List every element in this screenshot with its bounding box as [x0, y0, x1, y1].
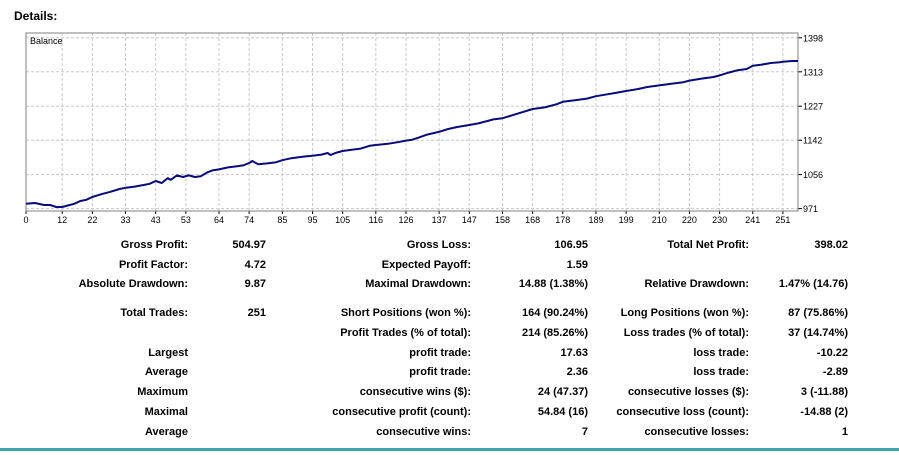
y-tick-label: 1142	[803, 136, 822, 146]
average-profit-value: 2.36	[566, 366, 588, 378]
total-trades-value: 251	[247, 307, 266, 319]
x-tick-label: 126	[398, 215, 413, 225]
chart-title: Balance	[30, 36, 63, 46]
balance-chart-svg: 971 1056 1142 1227 1313 1398 0 12 22 33 43 53 64 74 85…	[23, 32, 823, 225]
plot-frame	[25, 32, 799, 212]
gross-profit-label: Gross Profit:	[120, 239, 188, 251]
max-consecutive-losses-label: consecutive losses ($):	[627, 386, 749, 398]
average-consecutive-wins-value: 7	[581, 426, 588, 438]
x-tick-label: 105	[335, 215, 350, 225]
x-tick-label: 12	[57, 215, 67, 225]
maximal-consecutive-profit-label: consecutive profit (count):	[332, 406, 471, 418]
maximal-consecutive-profit-value: 54.84 (16)	[537, 406, 588, 418]
relative-drawdown-value: 1.47% (14.76)	[778, 278, 848, 290]
maximum-group-label: Maximum	[137, 386, 188, 398]
y-tick-label: 971	[803, 204, 818, 214]
average-consecutive-group-label: Average	[144, 426, 188, 438]
average-consecutive-losses-value: 1	[841, 426, 848, 438]
x-tick-label: 64	[214, 215, 224, 225]
x-tick-label: 210	[652, 215, 667, 225]
profit-trades-label: Profit Trades (% of total):	[340, 327, 471, 339]
x-tick-label: 251	[775, 215, 790, 225]
x-tick-label: 168	[525, 215, 540, 225]
maximal-consecutive-loss-label: consecutive loss (count):	[616, 406, 749, 418]
profit-factor-value: 4.72	[244, 259, 266, 271]
profit-trades-value: 214 (85.26%)	[521, 327, 588, 339]
maximal-drawdown-value: 14.88 (1.38%)	[518, 278, 588, 290]
x-tick-label: 95	[307, 215, 317, 225]
long-positions-value: 87 (75.86%)	[788, 307, 848, 319]
short-positions-label: Short Positions (won %):	[340, 307, 471, 319]
maximal-group-label: Maximal	[144, 406, 188, 418]
y-tick-label: 1227	[803, 102, 823, 112]
average-consecutive-losses-label: consecutive losses:	[644, 426, 749, 438]
average-consecutive-wins-label: consecutive wins:	[376, 426, 471, 438]
x-tick-label: 158	[495, 215, 510, 225]
x-tick-label: 22	[87, 215, 97, 225]
x-tick-label: 178	[555, 215, 570, 225]
max-consecutive-wins-label: consecutive wins ($):	[359, 386, 471, 398]
largest-group-label: Largest	[148, 347, 188, 359]
x-tick-label: 0	[23, 215, 28, 225]
x-tick-label: 43	[151, 215, 161, 225]
profit-factor-label: Profit Factor:	[118, 259, 188, 271]
y-tick-label: 1313	[803, 67, 823, 77]
expected-payoff-label: Expected Payoff:	[381, 259, 471, 271]
largest-profit-label: profit trade:	[409, 347, 471, 359]
average-profit-label: profit trade:	[409, 366, 471, 378]
absolute-drawdown-label: Absolute Drawdown:	[78, 278, 188, 290]
average-group-label: Average	[144, 366, 188, 378]
average-loss-value: -2.89	[822, 366, 848, 378]
loss-trades-value: 37 (14.74%)	[788, 327, 848, 339]
x-tick-label: 147	[462, 215, 477, 225]
largest-loss-label: loss trade:	[693, 347, 749, 359]
details-heading: Details:	[14, 9, 58, 23]
x-tick-label: 220	[682, 215, 697, 225]
x-tick-label: 74	[244, 215, 254, 225]
max-consecutive-losses-value: 3 (-11.88)	[800, 386, 848, 398]
total-net-profit-value: 398.02	[814, 239, 848, 251]
balance-chart: 971 1056 1142 1227 1313 1398 0 12 22 33 43 53 64 74 85…	[23, 32, 823, 225]
relative-drawdown-label: Relative Drawdown:	[644, 278, 749, 290]
balance-series-line	[25, 60, 798, 208]
x-tick-label: 116	[369, 215, 383, 225]
largest-loss-value: -10.22	[816, 347, 848, 359]
total-net-profit-label: Total Net Profit:	[667, 239, 749, 251]
loss-trades-label: Loss trades (% of total):	[623, 327, 749, 339]
expected-payoff-value: 1.59	[566, 259, 588, 271]
gross-loss-value: 106.95	[554, 239, 588, 251]
plot-area	[26, 33, 798, 211]
maximal-consecutive-loss-value: -14.88 (2)	[800, 406, 848, 418]
x-tick-label: 241	[745, 215, 760, 225]
long-positions-label: Long Positions (won %):	[620, 307, 749, 319]
maximal-drawdown-label: Maximal Drawdown:	[365, 278, 471, 290]
largest-profit-value: 17.63	[560, 347, 588, 359]
y-tick-label: 1056	[803, 170, 823, 180]
x-tick-label: 199	[619, 215, 634, 225]
total-trades-label: Total Trades:	[120, 307, 188, 319]
y-tick-label: 1398	[803, 33, 823, 43]
absolute-drawdown-value: 9.87	[244, 278, 266, 290]
x-tick-label: 53	[181, 215, 191, 225]
x-tick-label: 189	[588, 215, 603, 225]
short-positions-value: 164 (90.24%)	[521, 307, 588, 319]
x-tick-label: 85	[277, 215, 287, 225]
bottom-divider	[0, 448, 899, 451]
x-tick-label: 137	[432, 215, 447, 225]
x-tick-label: 230	[712, 215, 727, 225]
max-consecutive-wins-value: 24 (47.37)	[537, 386, 588, 398]
gross-loss-label: Gross Loss:	[406, 239, 471, 251]
x-tick-label: 33	[121, 215, 131, 225]
average-loss-label: loss trade:	[693, 366, 749, 378]
gross-profit-value: 504.97	[232, 239, 266, 251]
